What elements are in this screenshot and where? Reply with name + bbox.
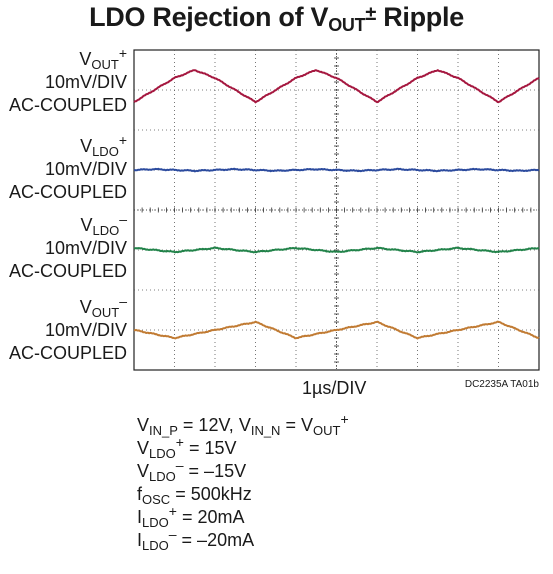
- figure-reference: DC2235A TA01b: [464, 379, 539, 390]
- channel-3-label: VLDO– 10mV/DIV AC-COUPLED: [8, 211, 127, 281]
- channel-4-label: VOUT– 10mV/DIV AC-COUPLED: [8, 293, 127, 363]
- condition-fosc: fOSC = 500kHz: [137, 484, 252, 507]
- condition-ildo-neg: ILDO– = –20mA: [137, 526, 255, 553]
- condition-ildo-pos: ILDO+ = 20mA: [137, 503, 245, 530]
- channel-2-label: VLDO+ 10mV/DIV AC-COUPLED: [8, 132, 127, 202]
- trace-1: [133, 69, 540, 104]
- condition-vin: VIN_P = 12V, VIN_N = VOUT+: [137, 411, 349, 438]
- x-axis-label: 1µs/DIV: [302, 378, 367, 398]
- trace-2: [133, 167, 540, 173]
- channel-1-label: VOUT+ 10mV/DIV AC-COUPLED: [8, 45, 127, 115]
- condition-vldo-pos: VLDO+ = 15V: [137, 434, 237, 461]
- condition-vldo-neg: VLDO– = –15V: [137, 457, 247, 484]
- trace-3: [133, 246, 540, 254]
- trace-4: [133, 320, 540, 340]
- test-conditions: VIN_P = 12V, VIN_N = VOUT+ VLDO+ = 15V V…: [137, 411, 349, 553]
- chart-title: LDO Rejection of VOUT± Ripple: [89, 2, 464, 35]
